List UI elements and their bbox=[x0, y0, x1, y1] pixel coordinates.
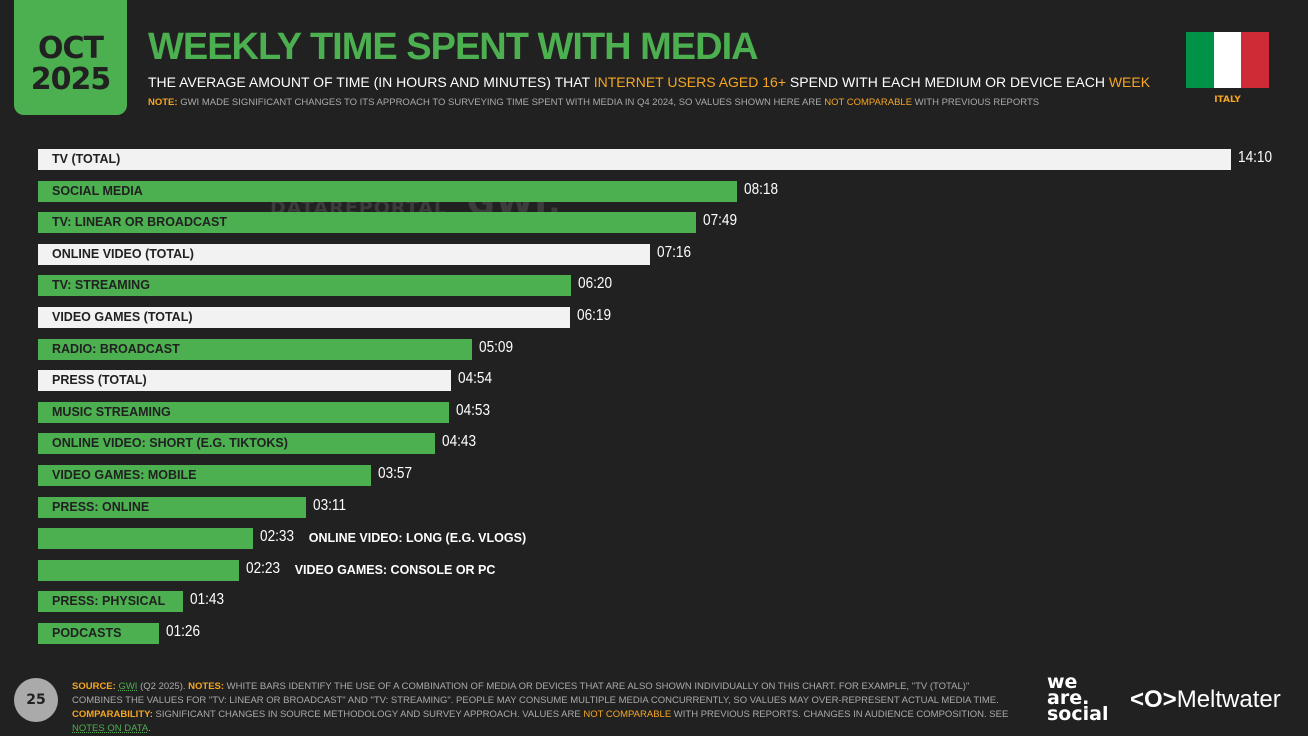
note-highlight: NOT COMPARABLE bbox=[824, 97, 913, 108]
value-label: 01:43 bbox=[189, 591, 224, 609]
comparability-text: WITH PREVIOUS REPORTS. CHANGES IN AUDIEN… bbox=[671, 709, 1009, 720]
bar-label: ONLINE VIDEO (TOTAL) bbox=[52, 246, 194, 261]
value-label: 08:18 bbox=[743, 180, 778, 198]
bar-label: TV: STREAMING bbox=[52, 278, 150, 293]
bar bbox=[38, 591, 183, 613]
subtitle-highlight: WEEK bbox=[1108, 74, 1151, 90]
note-text: WITH PREVIOUS REPORTS bbox=[912, 97, 1040, 108]
bar bbox=[38, 465, 371, 486]
note-text: GWI MADE SIGNIFICANT CHANGES TO ITS APPR… bbox=[177, 97, 825, 108]
bar bbox=[38, 528, 253, 550]
bar bbox=[38, 307, 570, 328]
subtitle-text: THE AVERAGE AMOUNT OF TIME (IN HOURS AND… bbox=[148, 74, 594, 90]
meltwater-logo: <O>Meltwater bbox=[1130, 686, 1281, 713]
bar bbox=[38, 496, 307, 518]
we-are-social-logo: we are. social bbox=[1047, 671, 1109, 725]
notes-on-data-link[interactable]: NOTES ON DATA bbox=[72, 723, 149, 734]
italy-flag-icon bbox=[1186, 32, 1270, 88]
value-label: 04:54 bbox=[457, 370, 492, 388]
value-label: 07:49 bbox=[703, 212, 738, 230]
value-label: 04:43 bbox=[442, 433, 477, 451]
bar-label: VIDEO GAMES: MOBILE bbox=[52, 468, 197, 482]
notes-text: WHITE BARS IDENTIFY THE USE OF A COMBINA… bbox=[72, 681, 999, 706]
bar bbox=[38, 180, 737, 202]
bar bbox=[38, 275, 572, 297]
value-label: 07:16 bbox=[656, 243, 691, 261]
bar-label: PRESS (TOTAL) bbox=[52, 373, 147, 388]
bar-label: VIDEO GAMES: CONSOLE OR PC bbox=[294, 562, 496, 577]
bar-label: PODCASTS bbox=[52, 626, 122, 640]
source-text: (Q2 2025). bbox=[137, 681, 189, 692]
page-number: 25 bbox=[14, 678, 58, 722]
year: 2025 bbox=[30, 61, 111, 97]
bar-label: VIDEO GAMES (TOTAL) bbox=[52, 310, 193, 324]
meltwater-text: Meltwater bbox=[1176, 686, 1281, 713]
bar bbox=[38, 401, 450, 423]
bar-label: ONLINE VIDEO: SHORT (E.G. TIKTOKS) bbox=[52, 436, 288, 451]
page-title: WEEKLY TIME SPENT WITH MEDIA bbox=[148, 26, 759, 68]
source-label: SOURCE: bbox=[72, 681, 116, 692]
footer-notes: SOURCE: GWI (Q2 2025). NOTES: WHITE BARS… bbox=[72, 680, 1022, 736]
value-label: 06:19 bbox=[576, 307, 611, 324]
bar-label: RADIO: BROADCAST bbox=[52, 341, 180, 356]
bar bbox=[38, 433, 436, 455]
bar-label: ONLINE VIDEO: LONG (E.G. VLOGS) bbox=[308, 531, 527, 546]
comparability-label: COMPARABILITY: bbox=[72, 709, 153, 720]
country-label: ITALY bbox=[1214, 95, 1241, 105]
value-label: 05:09 bbox=[478, 338, 513, 356]
subtitle-text: SPEND WITH EACH MEDIUM OR DEVICE EACH bbox=[786, 74, 1109, 90]
value-label: 04:53 bbox=[456, 401, 491, 419]
bar-label: MUSIC STREAMING bbox=[52, 404, 171, 419]
bar bbox=[38, 212, 697, 234]
bar-label: PRESS: PHYSICAL bbox=[52, 594, 166, 609]
value-label: 06:20 bbox=[578, 275, 613, 293]
source-link[interactable]: GWI bbox=[118, 681, 138, 692]
footer-end: . bbox=[148, 723, 151, 734]
bar bbox=[38, 559, 239, 581]
bar bbox=[38, 623, 159, 644]
bar-label: TV (TOTAL) bbox=[52, 152, 121, 166]
bar bbox=[38, 370, 451, 392]
notes-label: NOTES: bbox=[188, 681, 225, 692]
date-badge: OCT 2025 bbox=[14, 0, 127, 115]
value-label: 02:23 bbox=[245, 559, 280, 577]
value-label: 02:33 bbox=[259, 528, 294, 546]
value-label: 14:10 bbox=[1238, 149, 1273, 166]
bar bbox=[38, 338, 472, 360]
bar bbox=[38, 243, 650, 265]
month: OCT bbox=[38, 30, 104, 66]
bar-label: TV: LINEAR OR BROADCAST bbox=[52, 215, 227, 230]
note: NOTE: GWI MADE SIGNIFICANT CHANGES TO IT… bbox=[148, 97, 1039, 108]
bar-label: PRESS: ONLINE bbox=[52, 499, 150, 514]
value-label: 03:57 bbox=[377, 465, 412, 482]
value-label: 03:11 bbox=[313, 496, 347, 514]
comparability-text: SIGNIFICANT CHANGES IN SOURCE METHODOLOG… bbox=[152, 709, 584, 720]
comparability-highlight: NOT COMPARABLE bbox=[583, 709, 672, 720]
subtitle-highlight: INTERNET USERS AGED 16+ bbox=[593, 74, 787, 90]
note-label: NOTE: bbox=[148, 97, 178, 108]
bar bbox=[38, 149, 1231, 170]
subtitle: THE AVERAGE AMOUNT OF TIME (IN HOURS AND… bbox=[148, 74, 1150, 90]
bar-label: SOCIAL MEDIA bbox=[52, 183, 143, 198]
value-label: 01:26 bbox=[165, 623, 200, 640]
